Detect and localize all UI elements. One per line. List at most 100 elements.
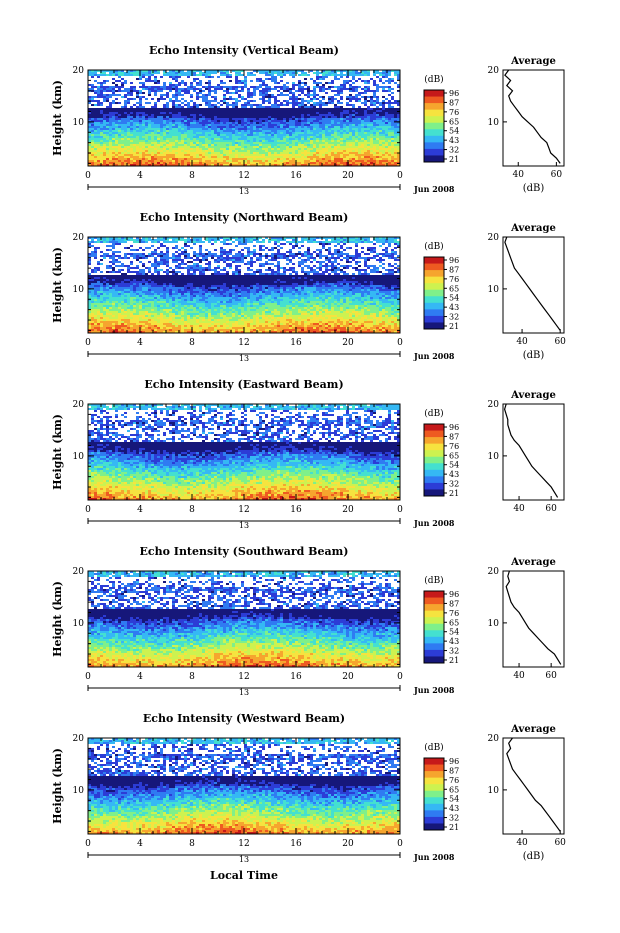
heatmap-cell [337,110,340,112]
heatmap-cell [280,108,283,110]
heatmap-cell [133,72,136,74]
heatmap-cell [307,120,310,122]
heatmap-cell [166,124,169,126]
heatmap-cell [346,102,349,104]
heatmap-cell [373,100,376,102]
heatmap-cell [367,88,370,90]
heatmap-cell [250,108,253,110]
heatmap-cell [139,102,142,104]
heatmap-cell [337,112,340,114]
heatmap-cell [289,74,292,76]
heatmap-cell [250,106,253,108]
heatmap-cell [391,114,394,116]
heatmap-cell [334,98,337,100]
heatmap-cell [283,122,286,124]
heatmap-cell [100,120,103,122]
heatmap-cell [313,88,316,90]
heatmap-cell [262,126,265,128]
heatmap-cell [343,122,346,124]
heatmap-cell [376,98,379,100]
heatmap-cell [355,80,358,82]
heatmap-cell [271,126,274,128]
heatmap-cell [163,126,166,128]
heatmap-cell [235,88,238,90]
heatmap-cell [157,80,160,82]
heatmap-cell [199,124,202,126]
heatmap-cell [193,104,196,106]
heatmap-cell [259,124,262,126]
heatmap-cell [106,128,109,130]
heatmap-cell [91,128,94,130]
heatmap-cell [130,94,133,96]
heatmap-cell [145,120,148,122]
heatmap-cell [172,108,175,110]
heatmap-cell [220,104,223,106]
heatmap-cell [316,76,319,78]
heatmap-cell [328,88,331,90]
heatmap-cell [292,88,295,90]
heatmap-cell [382,116,385,118]
heatmap-cell [157,88,160,90]
heatmap-cell [274,110,277,112]
heatmap-cell [175,72,178,74]
heatmap-cell [187,114,190,116]
heatmap-cell [340,112,343,114]
heatmap-cell [292,106,295,108]
heatmap-cell [148,102,151,104]
heatmap-cell [112,116,115,118]
heatmap-cell [232,120,235,122]
heatmap-cell [247,92,250,94]
heatmap-cell [376,120,379,122]
heatmap-cell [379,80,382,82]
heatmap-cell [238,90,241,92]
heatmap-cell [103,74,106,76]
heatmap-cell [229,122,232,124]
heatmap-cell [298,122,301,124]
heatmap-cell [394,74,397,76]
heatmap-cell [172,76,175,78]
heatmap-cell [268,108,271,110]
heatmap-cell [175,92,178,94]
heatmap-cell [217,116,220,118]
heatmap-cell [238,108,241,110]
heatmap-cell [115,72,118,74]
heatmap-cell [154,126,157,128]
heatmap-cell [304,128,307,130]
heatmap-cell [220,122,223,124]
heatmap-cell [334,94,337,96]
heatmap-cell [121,82,124,84]
heatmap-cell [169,116,172,118]
heatmap-cell [91,100,94,102]
heatmap-cell [235,122,238,124]
heatmap-cell [199,114,202,116]
heatmap-cell [286,124,289,126]
heatmap-cell [271,118,274,120]
heatmap-cell [118,108,121,110]
heatmap-cell [100,110,103,112]
heatmap-cell [148,72,151,74]
heatmap-cell [268,98,271,100]
heatmap-cell [115,94,118,96]
heatmap-cell [256,110,259,112]
heatmap-cell [262,108,265,110]
heatmap-cell [193,106,196,108]
heatmap-cell [169,90,172,92]
heatmap-cell [121,118,124,120]
heatmap-cell [298,112,301,114]
heatmap-cell [112,114,115,116]
heatmap-cell [307,110,310,112]
heatmap-cell [205,98,208,100]
heatmap-cell [247,116,250,118]
heatmap-cell [202,100,205,102]
heatmap-cell [340,116,343,118]
heatmap-cell [277,108,280,110]
heatmap-cell [328,86,331,88]
heatmap-cell [370,112,373,114]
heatmap-cell [184,112,187,114]
heatmap-cell [319,128,322,130]
heatmap-cell [178,128,181,130]
heatmap-cell [379,116,382,118]
heatmap-cell [91,90,94,92]
heatmap-cell [226,124,229,126]
heatmap-cell [154,112,157,114]
